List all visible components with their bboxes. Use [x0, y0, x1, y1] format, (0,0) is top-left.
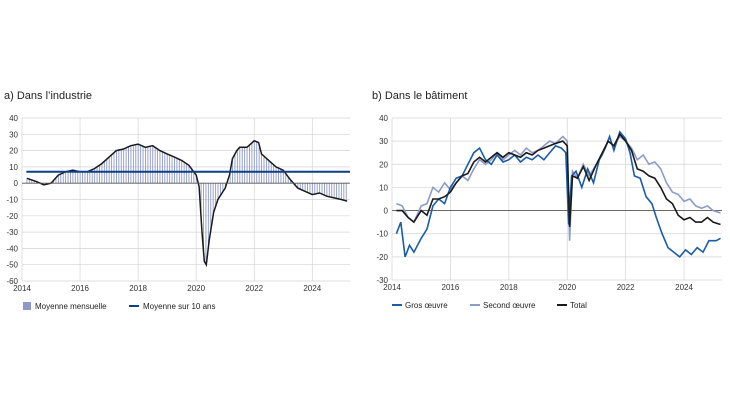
y-tick-label: 40: [379, 114, 388, 123]
x-tick-label: 2016: [442, 283, 460, 292]
x-tick-label: 2024: [675, 283, 693, 292]
panel-a-y-ticks: 40 30 20 10 0 -10 -20 -30 -40 -50 -60: [6, 114, 18, 286]
x-tick-label: 2022: [245, 284, 263, 293]
legend-label-gros-oeuvre: Gros œuvre: [405, 301, 448, 310]
y-tick-label: 30: [9, 130, 18, 139]
panel-a-monthly-outline: [26, 139, 348, 267]
legend-label-moyenne-10-ans: Moyenne sur 10 ans: [143, 302, 216, 311]
y-tick-label: -30: [376, 276, 388, 285]
legend-label-second-oeuvre: Second œuvre: [483, 301, 536, 310]
panel-industrie: a) Dans l’industrie 40 30 20 10 0 -10 -20 -30 -4…: [4, 90, 350, 311]
y-tick-label: 20: [9, 147, 18, 156]
y-tick-label: -50: [6, 261, 18, 270]
panel-b-legend: Gros œuvre Second œuvre Total: [392, 301, 587, 310]
panel-a-legend: Moyenne mensuelle Moyenne sur 10 ans: [23, 302, 216, 311]
series-total-line: [396, 132, 721, 227]
y-tick-label: 10: [9, 163, 18, 172]
y-tick-label: 0: [384, 207, 389, 216]
y-tick-label: 30: [379, 137, 388, 146]
y-tick-label: -30: [6, 228, 18, 237]
y-tick-label: -10: [6, 196, 18, 205]
y-tick-label: 40: [9, 114, 18, 123]
x-tick-label: 2024: [303, 284, 321, 293]
y-tick-label: 10: [379, 183, 388, 192]
panel-a-grid: [21, 117, 350, 282]
x-tick-label: 2014: [383, 283, 401, 292]
panel-a-bars: [26, 140, 347, 265]
y-tick-label: 0: [14, 179, 19, 188]
x-tick-label: 2018: [129, 284, 147, 293]
x-tick-label: 2020: [558, 283, 576, 292]
x-tick-label: 2018: [500, 283, 518, 292]
y-tick-label: -60: [6, 277, 18, 286]
legend-label-moyenne-mensuelle: Moyenne mensuelle: [35, 302, 107, 311]
panel-b-x-ticks: 2014 2016 2018 2020 2022 2024: [383, 283, 693, 292]
panel-a-title: a) Dans l’industrie: [4, 90, 92, 102]
legend-label-total: Total: [570, 301, 587, 310]
y-tick-label: -10: [376, 230, 388, 239]
y-tick-label: -20: [6, 212, 18, 221]
legend-swatch-moyenne-mensuelle: [23, 302, 31, 310]
series-second-oeuvre-line: [396, 135, 721, 241]
y-tick-label: -40: [6, 244, 18, 253]
y-tick-label: 20: [379, 160, 388, 169]
x-tick-label: 2022: [617, 283, 635, 292]
series-gros-oeuvre-line: [395, 130, 721, 259]
y-tick-label: -20: [376, 253, 388, 262]
panel-b-title: b) Dans le bâtiment: [372, 90, 467, 102]
panel-b-y-ticks: 40 30 20 10 0 -10 -20 -30: [376, 114, 388, 285]
x-tick-label: 2014: [13, 284, 31, 293]
x-tick-label: 2020: [187, 284, 205, 293]
x-tick-label: 2016: [71, 284, 89, 293]
panel-a-x-ticks: 2014 2016 2018 2020 2022 2024: [13, 284, 322, 293]
panel-batiment: b) Dans le bâtiment 40 30 20 10 0 -10 -20 -30 2…: [372, 90, 722, 310]
